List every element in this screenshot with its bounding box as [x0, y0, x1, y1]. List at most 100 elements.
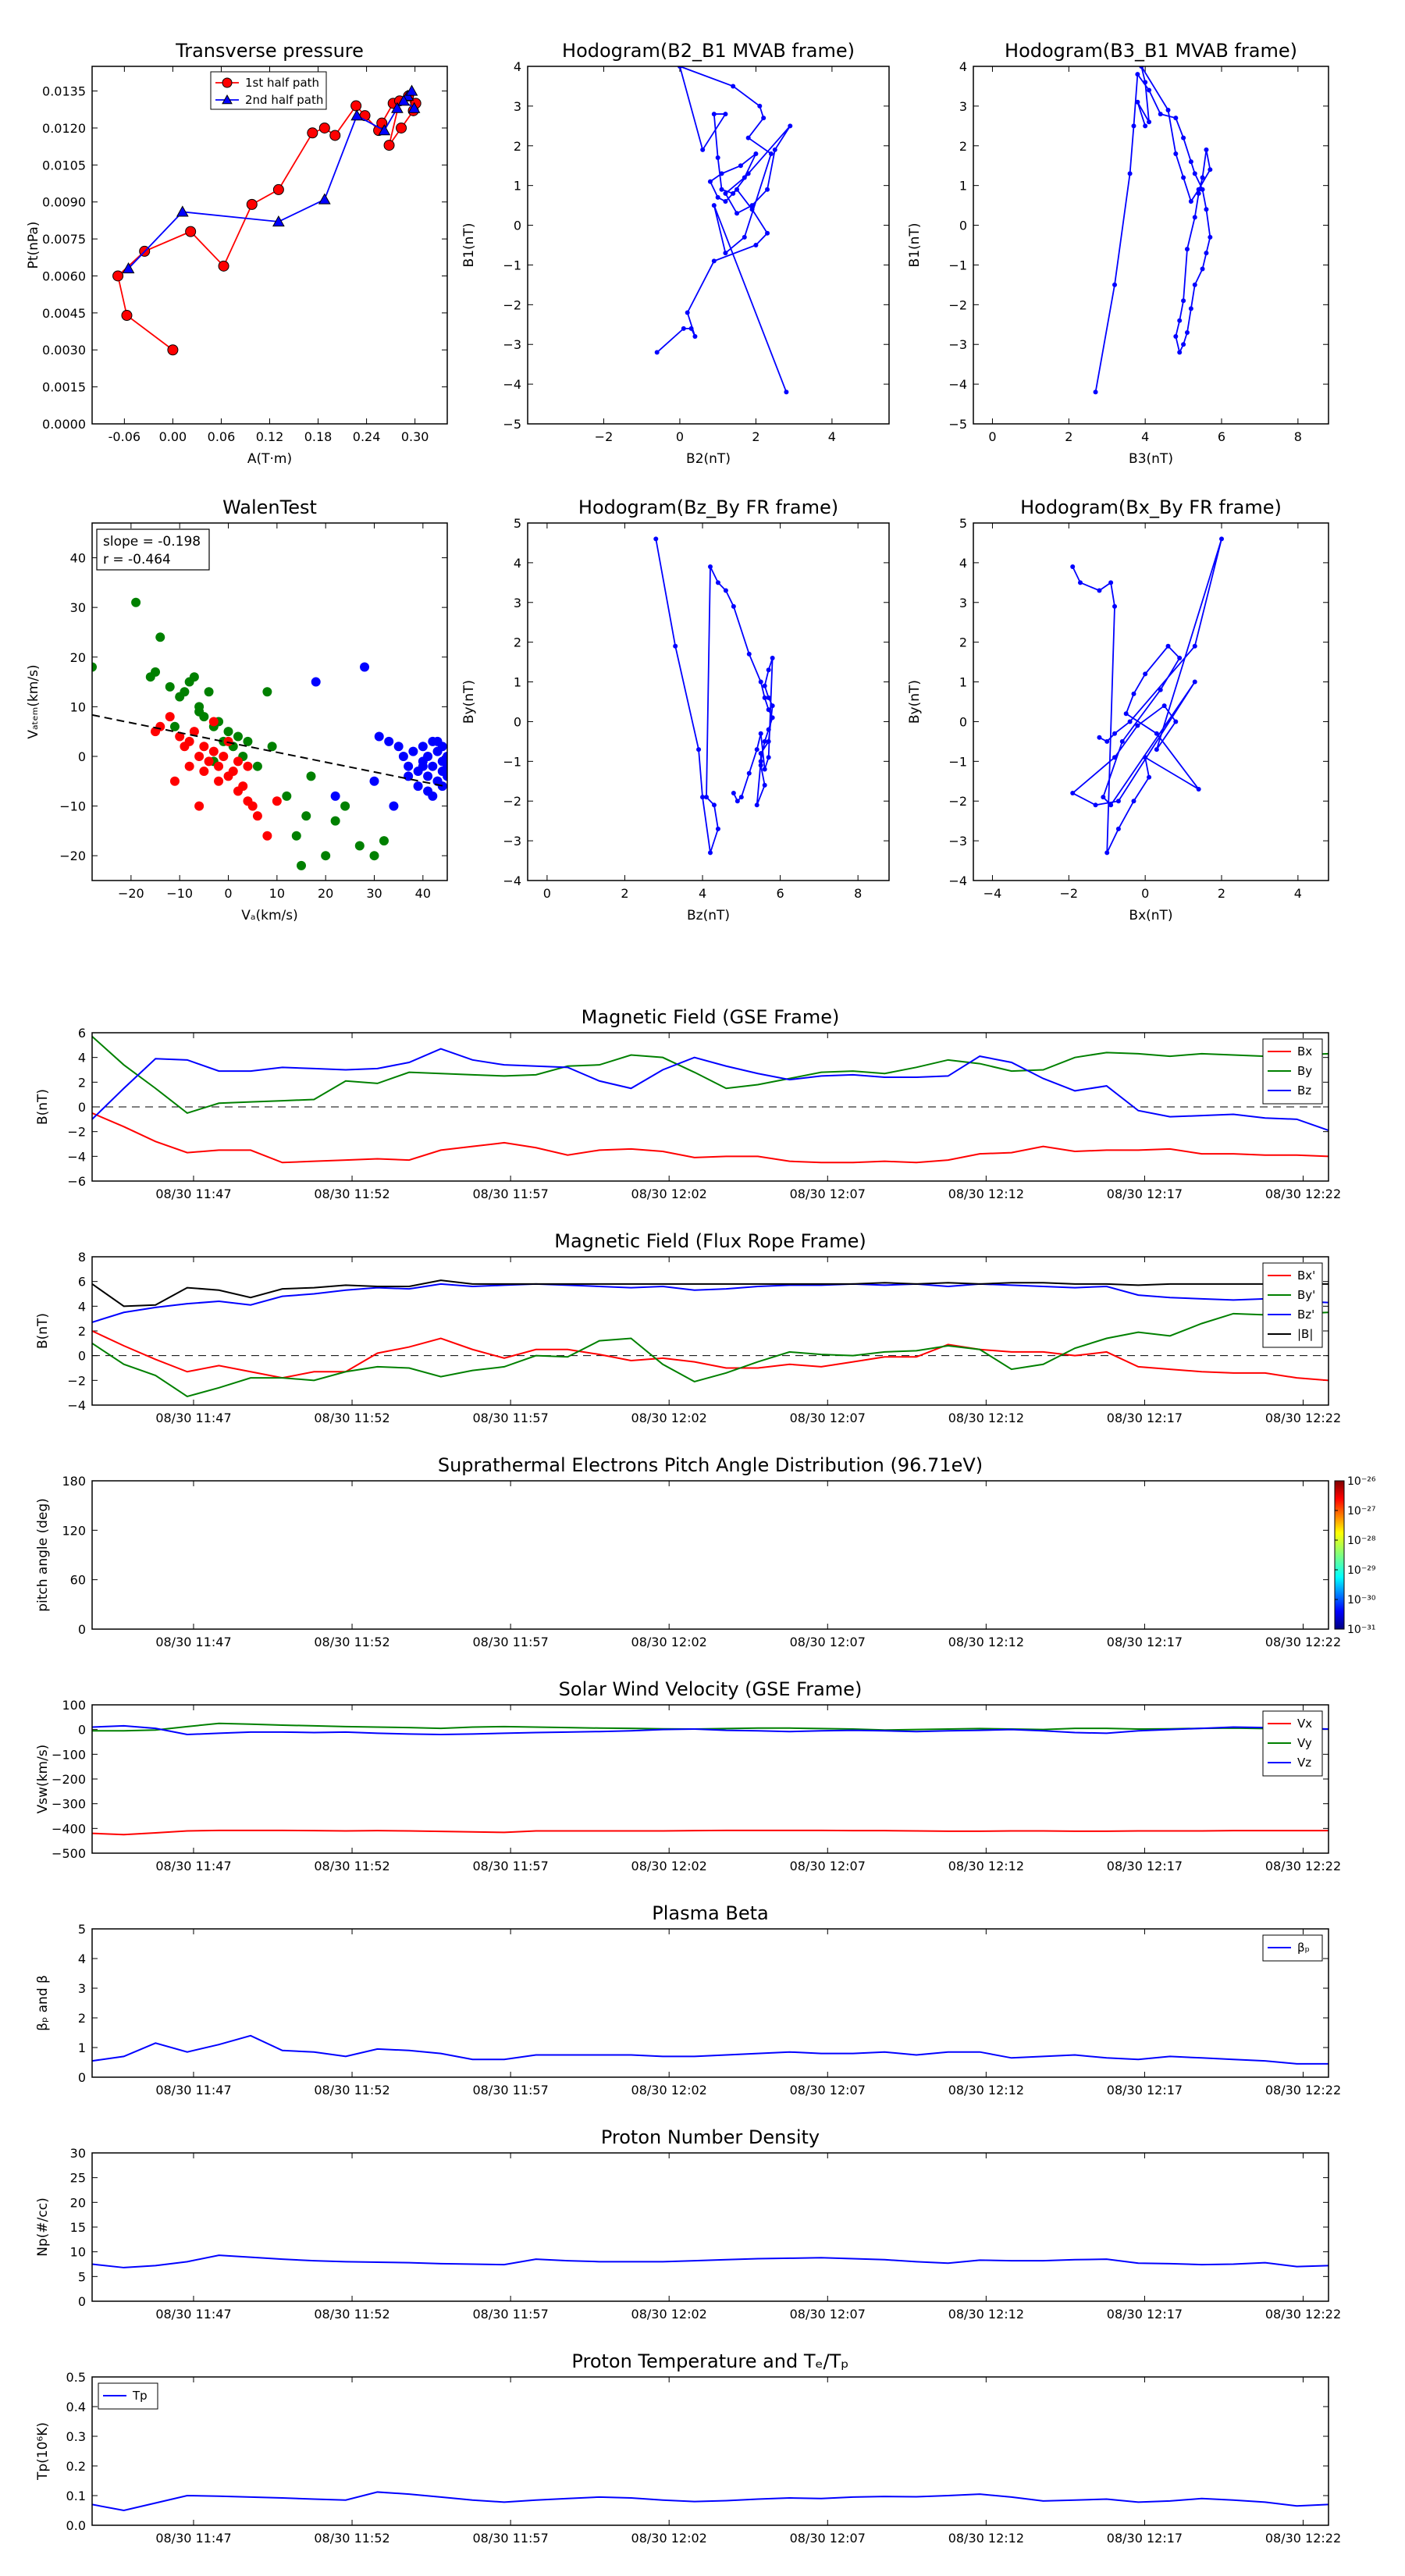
data-point — [262, 687, 272, 697]
y-tick-label: 0 — [514, 219, 521, 233]
series-line-By' — [92, 1311, 1329, 1398]
x-tick-label: 08/30 11:47 — [155, 1187, 231, 1201]
y-tick-label: 25 — [70, 2171, 86, 2186]
data-point — [731, 791, 736, 796]
panel-title: Solar Wind Velocity (GSE Frame) — [559, 1678, 863, 1700]
fit-line — [92, 713, 447, 788]
data-point — [350, 109, 364, 121]
y-tick-label: −1 — [503, 258, 521, 272]
colorbar-label: 10⁻³⁰ — [1347, 1594, 1376, 1606]
y-tick-label: 6 — [78, 1275, 86, 1290]
plot-frame — [91, 2152, 1329, 2302]
x-tick-label: 08/30 11:47 — [155, 2083, 231, 2097]
data-point — [184, 736, 194, 746]
y-axis-label: B(nT) — [35, 1313, 51, 1349]
data-point — [766, 707, 771, 713]
plot-frame — [527, 522, 890, 881]
data-point — [673, 643, 678, 649]
y-tick-label: −1 — [503, 754, 521, 769]
x-tick-label: 10 — [269, 886, 285, 901]
y-tick-label: −4 — [67, 1149, 86, 1164]
x-tick-label: 08/30 12:12 — [948, 2307, 1024, 2322]
data-point — [723, 112, 728, 117]
data-point — [762, 695, 767, 700]
data-point — [768, 151, 774, 156]
data-point — [723, 199, 728, 205]
y-tick-label: 0 — [78, 1349, 86, 1364]
data-point — [318, 193, 331, 205]
data-point — [1177, 318, 1183, 323]
x-tick-label: 08/30 12:12 — [948, 1635, 1024, 1649]
data-point — [1181, 342, 1186, 347]
x-tick-label: −2 — [1060, 886, 1079, 901]
colorbar: 10⁻²⁶ 10⁻²⁷ 10⁻²⁸ 10⁻²⁹ 10⁻³⁰ 10⁻³¹ — [1334, 1475, 1376, 1636]
x-tick-label: 08/30 11:52 — [314, 1635, 389, 1649]
data-point — [169, 776, 180, 786]
plot-area — [92, 2254, 1329, 2268]
y-axis-label: B1(nT) — [907, 223, 923, 268]
data-point — [1108, 802, 1114, 808]
panel-title: Hodogram(Bx_By FR frame) — [1020, 496, 1282, 518]
data-point — [1104, 738, 1110, 744]
data-point — [155, 632, 165, 642]
x-tick-label: 8 — [854, 886, 862, 901]
plot-area — [1093, 66, 1213, 395]
x-tick-label: 08/30 12:07 — [790, 2531, 866, 2546]
y-tick-label: −3 — [948, 337, 967, 352]
data-point — [398, 751, 408, 761]
data-point — [1173, 334, 1179, 340]
data-point — [770, 715, 775, 720]
y-axis-label: Np(#/cc) — [35, 2197, 51, 2256]
data-point — [1188, 199, 1193, 205]
data-point — [757, 103, 763, 109]
data-point — [199, 742, 209, 752]
data-point — [1143, 755, 1148, 760]
x-tick-label: 08/30 12:22 — [1265, 1859, 1341, 1873]
x-tick-label: 08/30 12:02 — [631, 2307, 707, 2322]
x-axis-label: Bx(nT) — [1129, 908, 1172, 923]
data-point — [272, 183, 284, 195]
y-tick-label: −5 — [948, 417, 967, 432]
y-tick-label: 2 — [514, 139, 521, 154]
x-tick-label: 08/30 12:12 — [948, 2083, 1024, 2097]
data-point — [723, 190, 728, 196]
data-point — [738, 795, 744, 800]
panel-title: Hodogram(B3_B1 MVAB frame) — [1005, 40, 1297, 62]
legend-label: Vx — [1297, 1717, 1312, 1731]
data-point — [1208, 167, 1213, 173]
data-point — [1184, 329, 1190, 335]
x-tick-label: 08/30 11:47 — [155, 1411, 231, 1425]
y-tick-label: 5 — [78, 2269, 86, 2284]
y-tick-label: −1 — [948, 754, 967, 769]
data-point — [1219, 536, 1225, 542]
data-point — [384, 736, 394, 746]
data-point — [1131, 691, 1136, 696]
panel-h1: Hodogram(B2_B1 MVAB frame) −5 −4 −3 −2 −1 0 1 2 3… — [461, 40, 890, 467]
x-tick-label: 08/30 12:02 — [631, 1635, 707, 1649]
data-point — [252, 811, 262, 821]
x-tick-label: 08/30 12:12 — [948, 2531, 1024, 2546]
y-tick-label: 0.4 — [66, 2400, 86, 2414]
y-axis-label: By(nT) — [461, 680, 477, 724]
x-tick-label: 08/30 11:57 — [472, 1859, 548, 1873]
y-tick-label: 0 — [78, 2294, 86, 2309]
data-point — [428, 761, 438, 771]
x-tick-label: 08/30 11:57 — [472, 1187, 548, 1201]
y-tick-label: 4 — [78, 1952, 86, 1966]
panel-tpt: Proton Temperature and Tₑ/Tₚ 0.0 0.1 0.2 0.3… — [35, 2350, 1341, 2546]
data-point — [404, 761, 414, 771]
x-tick-label: −4 — [984, 886, 1002, 901]
x-tick-label: 2 — [1065, 429, 1072, 444]
x-tick-label: 08/30 11:47 — [155, 1859, 231, 1873]
series-line-Tp — [92, 2491, 1329, 2512]
data-point — [745, 135, 751, 141]
legend-label: Bx' — [1297, 1268, 1315, 1283]
y-tick-label: 0.0045 — [42, 306, 86, 321]
panel-mf: Magnetic Field (GSE Frame) −6 −4 −2 0 2 4 6 08/3… — [35, 1006, 1341, 1201]
panel-vsw: Solar Wind Velocity (GSE Frame) −500 −400 −… — [35, 1678, 1341, 1873]
data-point — [711, 802, 717, 808]
data-point — [707, 564, 713, 569]
y-tick-label: 1 — [514, 675, 521, 690]
data-point — [330, 816, 340, 826]
y-tick-label: 1 — [959, 675, 967, 690]
